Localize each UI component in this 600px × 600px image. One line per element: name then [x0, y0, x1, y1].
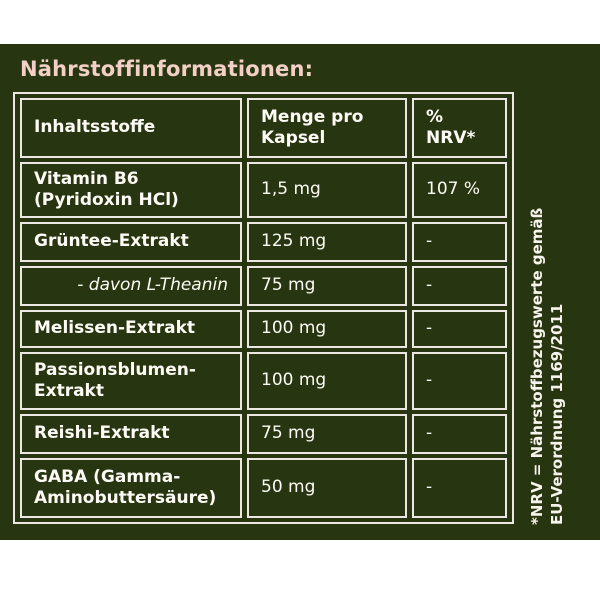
table-row-passionsblumen: Passionsblumen-Extrakt 100 mg -	[20, 352, 507, 410]
table-row-gaba: GABA (Gamma-Aminobuttersäure) 50 mg -	[20, 458, 507, 518]
header-nrv: % NRV*	[412, 98, 507, 158]
nrv-cell: -	[412, 414, 507, 454]
ingredient-cell: Passionsblumen-Extrakt	[20, 352, 242, 410]
header-ingredients-label: Inhaltsstoffe	[34, 117, 156, 138]
table-row-vitamin-b6: Vitamin B6 (Pyridoxin HCl) 1,5 mg 107 %	[20, 162, 507, 218]
nrv-cell: -	[412, 222, 507, 262]
table-row-reishi: Reishi-Extrakt 75 mg -	[20, 414, 507, 454]
header-amount: Menge pro Kapsel	[247, 98, 407, 158]
ingredient-cell: - davon L-Theanin	[20, 266, 242, 306]
amount-cell: 100 mg	[247, 310, 407, 348]
nrv-cell: -	[412, 266, 507, 306]
table-row-melissen: Melissen-Extrakt 100 mg -	[20, 310, 507, 348]
nrv-cell: -	[412, 458, 507, 518]
table-row-gruentee: Grüntee-Extrakt 125 mg -	[20, 222, 507, 262]
ingredient-cell: Grüntee-Extrakt	[20, 222, 242, 262]
header-ingredients: Inhaltsstoffe	[20, 98, 242, 158]
nrv-footnote-line2: EU-Verordnung 1169/2011	[548, 303, 566, 525]
table-header-row: Inhaltsstoffe Menge pro Kapsel % NRV*	[20, 98, 507, 158]
amount-cell: 75 mg	[247, 414, 407, 454]
panel-title: Nährstoffinformationen:	[20, 57, 314, 81]
amount-cell: 1,5 mg	[247, 162, 407, 218]
ingredient-cell: GABA (Gamma-Aminobuttersäure)	[20, 458, 242, 518]
ingredient-cell: Reishi-Extrakt	[20, 414, 242, 454]
nutrition-panel: Nährstoffinformationen: Inhaltsstoffe Me…	[0, 44, 600, 540]
nrv-footnote: *NRV = Nährstoffbezugswerte gemäß EU-Ver…	[527, 85, 567, 525]
nrv-cell: -	[412, 310, 507, 348]
nrv-cell: -	[412, 352, 507, 410]
ingredient-cell: Vitamin B6 (Pyridoxin HCl)	[20, 162, 242, 218]
nutrition-table: Inhaltsstoffe Menge pro Kapsel % NRV* Vi…	[13, 92, 514, 524]
amount-cell: 125 mg	[247, 222, 407, 262]
amount-cell: 75 mg	[247, 266, 407, 306]
amount-cell: 50 mg	[247, 458, 407, 518]
table-row-l-theanin: - davon L-Theanin 75 mg -	[20, 266, 507, 306]
nrv-cell: 107 %	[412, 162, 507, 218]
amount-cell: 100 mg	[247, 352, 407, 410]
ingredient-cell: Melissen-Extrakt	[20, 310, 242, 348]
nrv-footnote-line1: *NRV = Nährstoffbezugswerte gemäß	[528, 207, 546, 525]
